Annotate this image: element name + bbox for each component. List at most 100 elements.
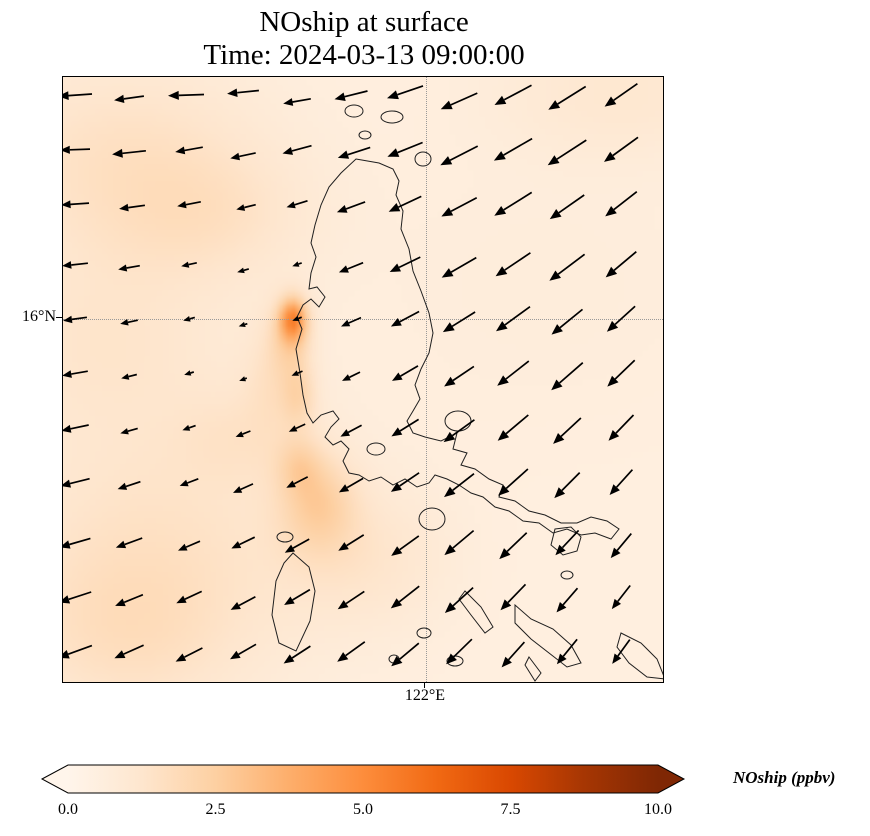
wind-arrow <box>555 529 580 556</box>
xtick-mark <box>424 682 425 688</box>
wind-arrow <box>605 191 638 217</box>
wind-arrow <box>609 469 634 495</box>
wind-arrow <box>611 584 631 610</box>
wind-arrow <box>114 94 145 103</box>
wind-arrow <box>612 639 631 664</box>
wind-arrow <box>494 191 533 216</box>
wind-arrow <box>119 203 146 212</box>
wind-arrow <box>282 144 312 155</box>
wind-arrow <box>551 308 584 335</box>
wind-arrow <box>286 476 309 488</box>
wind-arrow <box>284 588 311 605</box>
wind-arrow <box>291 370 303 376</box>
wind-arrow <box>338 261 364 273</box>
wind-arrow <box>604 136 639 162</box>
gridline-122e <box>426 77 427 682</box>
wind-arrow <box>120 319 138 326</box>
wind-arrow <box>283 645 311 664</box>
colorbar-tick-label: 5.0 <box>353 801 373 818</box>
wind-arrow <box>230 643 257 660</box>
wind-arrow <box>391 642 420 667</box>
wind-arrow <box>233 483 254 493</box>
coastline-path <box>358 130 372 140</box>
wind-arrow <box>63 315 88 324</box>
colorbar-tick-label: 0.0 <box>58 801 78 818</box>
wind-arrow <box>114 644 144 659</box>
wind-arrow <box>288 423 306 432</box>
coastline-path <box>295 158 620 540</box>
wind-arrow <box>442 311 476 333</box>
coastline-svg <box>271 104 663 682</box>
wind-arrow <box>387 85 424 100</box>
wind-arrow <box>342 371 361 381</box>
wind-arrow <box>556 638 578 665</box>
wind-arrow <box>441 196 478 217</box>
plot-subtitle-time: Time: 2024-03-13 09:00:00 <box>203 39 525 71</box>
wind-arrow <box>238 321 248 327</box>
wind-arrow <box>556 587 579 613</box>
wind-arrow <box>392 365 419 381</box>
wind-arrow <box>182 424 196 431</box>
colorbar <box>40 764 686 794</box>
wind-arrow <box>181 261 197 268</box>
coastline-path <box>514 603 582 668</box>
wind-arrow <box>444 586 474 613</box>
coastline-path <box>380 110 404 124</box>
wind-arrow <box>292 315 302 321</box>
wind-arrow <box>63 591 92 604</box>
wind-arrow <box>63 200 90 209</box>
wind-arrow <box>340 424 362 437</box>
colorbar-bar <box>40 764 686 794</box>
colorbar-tick-label: 7.5 <box>500 801 521 818</box>
coastline-path <box>366 442 386 456</box>
wind-arrow <box>501 641 526 668</box>
wind-arrow <box>499 532 528 560</box>
xtick-label-122e: 122°E <box>404 687 446 704</box>
wind-arrow <box>235 430 251 438</box>
wind-arrow <box>606 305 636 332</box>
wind-arrow <box>497 360 530 386</box>
ytick-label-16n: 16°N <box>22 308 56 325</box>
wind-arrow <box>608 414 635 441</box>
wind-arrow <box>227 88 259 97</box>
wind-arrow <box>341 316 362 327</box>
wind-arrow <box>112 148 146 158</box>
wind-arrow <box>444 365 475 387</box>
ytick-mark <box>56 317 62 318</box>
wind-arrow <box>337 146 371 159</box>
wind-arrow <box>336 201 366 213</box>
wind-arrow <box>387 141 423 157</box>
wind-arrow <box>63 261 88 269</box>
wind-arrow <box>230 596 256 610</box>
wind-arrow <box>444 473 475 498</box>
wind-arrow <box>496 306 531 332</box>
wind-arrow <box>183 316 196 322</box>
wind-arrow <box>115 593 144 607</box>
wind-arrow <box>390 310 420 327</box>
wind-arrow <box>121 373 138 380</box>
wind-arrow <box>117 480 141 490</box>
wind-arrow <box>237 267 250 274</box>
wind-arrow <box>177 200 201 209</box>
wind-arrow <box>337 641 366 662</box>
wind-arrow <box>338 534 365 551</box>
wind-arrow <box>391 418 420 437</box>
wind-arrow <box>443 419 475 443</box>
coastline-path <box>271 552 316 652</box>
wind-arrow <box>120 427 138 435</box>
wind-arrow <box>338 477 364 493</box>
wind-arrow <box>63 145 91 154</box>
wind-arrow <box>334 90 368 101</box>
wind-arrow <box>239 376 248 382</box>
wind-arrow <box>292 261 302 267</box>
quiver-svg <box>63 83 639 668</box>
wind-arrow <box>549 194 585 220</box>
map-panel <box>62 76 664 683</box>
wind-arrow <box>178 540 201 551</box>
colorbar-tick-label: 10.0 <box>644 801 672 818</box>
coastline-path <box>344 104 364 118</box>
wind-arrow <box>115 537 143 549</box>
wind-arrow <box>497 414 529 441</box>
wind-arrow <box>337 590 365 610</box>
wind-arrow <box>493 137 533 161</box>
